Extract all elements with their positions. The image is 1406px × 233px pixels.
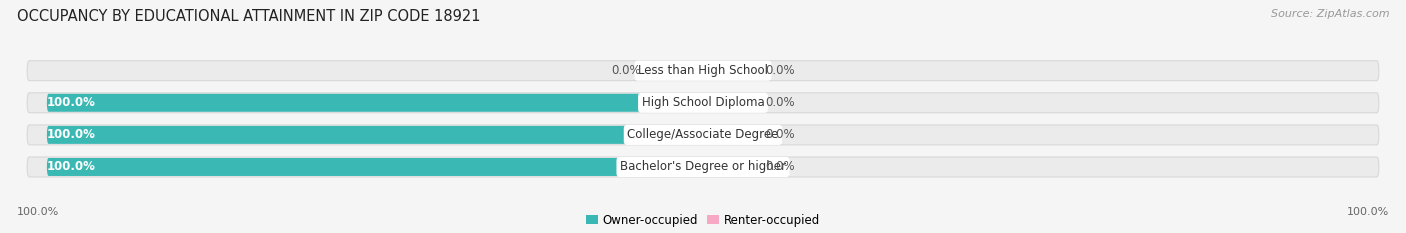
FancyBboxPatch shape [703,126,755,144]
Text: Less than High School: Less than High School [638,64,768,77]
FancyBboxPatch shape [703,94,755,112]
Text: 100.0%: 100.0% [46,161,96,174]
Text: 0.0%: 0.0% [612,64,641,77]
Text: 100.0%: 100.0% [46,96,96,109]
FancyBboxPatch shape [651,62,703,80]
FancyBboxPatch shape [46,94,703,112]
Text: College/Associate Degree: College/Associate Degree [627,128,779,141]
Text: 0.0%: 0.0% [765,161,794,174]
Text: 0.0%: 0.0% [765,64,794,77]
FancyBboxPatch shape [46,126,703,144]
FancyBboxPatch shape [703,62,755,80]
Text: Bachelor's Degree or higher: Bachelor's Degree or higher [620,161,786,174]
FancyBboxPatch shape [27,93,1379,113]
Text: OCCUPANCY BY EDUCATIONAL ATTAINMENT IN ZIP CODE 18921: OCCUPANCY BY EDUCATIONAL ATTAINMENT IN Z… [17,9,481,24]
FancyBboxPatch shape [27,125,1379,145]
Text: 0.0%: 0.0% [765,96,794,109]
Text: 0.0%: 0.0% [765,128,794,141]
Text: High School Diploma: High School Diploma [641,96,765,109]
Text: Source: ZipAtlas.com: Source: ZipAtlas.com [1271,9,1389,19]
Text: 100.0%: 100.0% [17,207,59,217]
Text: 100.0%: 100.0% [46,128,96,141]
FancyBboxPatch shape [27,61,1379,81]
Legend: Owner-occupied, Renter-occupied: Owner-occupied, Renter-occupied [581,209,825,231]
FancyBboxPatch shape [46,158,703,176]
FancyBboxPatch shape [27,157,1379,177]
FancyBboxPatch shape [703,158,755,176]
Text: 100.0%: 100.0% [1347,207,1389,217]
